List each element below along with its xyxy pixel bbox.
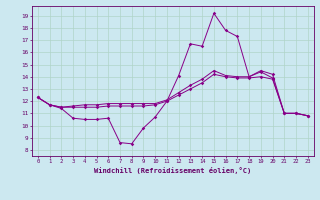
X-axis label: Windchill (Refroidissement éolien,°C): Windchill (Refroidissement éolien,°C) xyxy=(94,167,252,174)
